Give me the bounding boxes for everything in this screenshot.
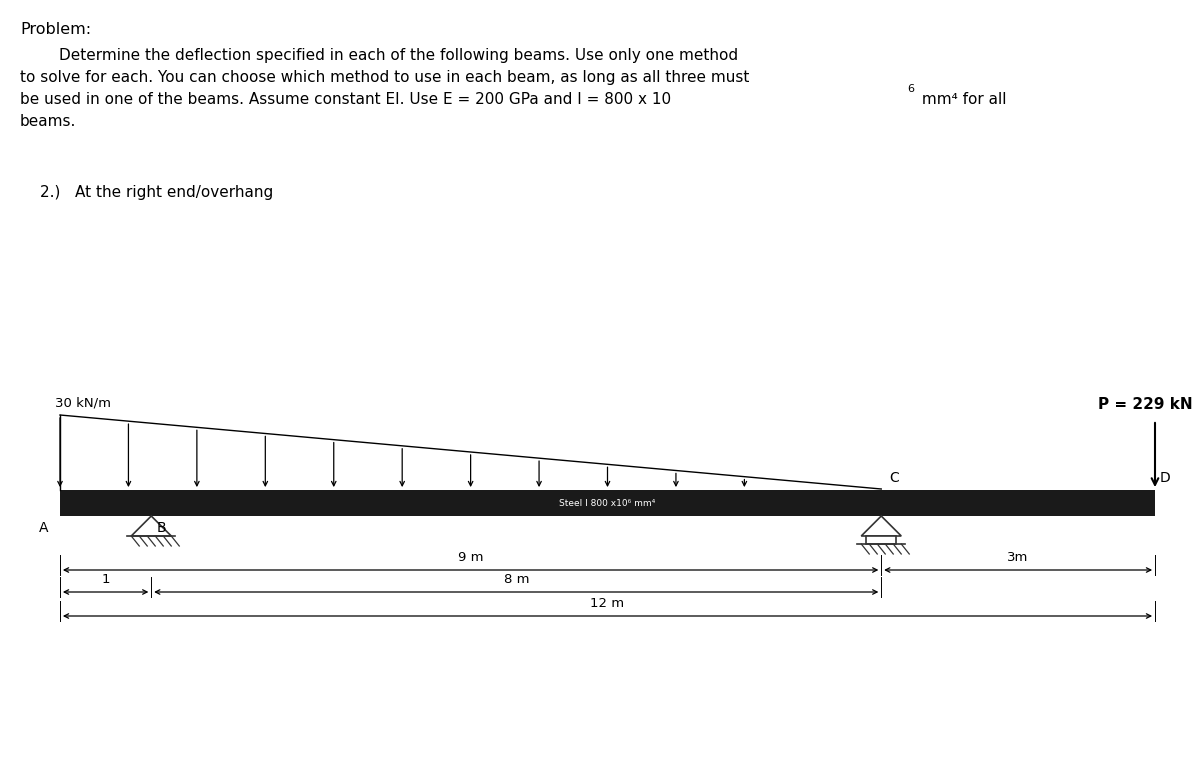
Text: Problem:: Problem:	[20, 22, 91, 37]
Text: D: D	[1160, 471, 1171, 485]
Text: beams.: beams.	[20, 114, 77, 129]
Text: 9 m: 9 m	[458, 551, 484, 564]
Text: be used in one of the beams. Assume constant EI. Use E = 200 GPa and I = 800 x 1: be used in one of the beams. Assume cons…	[20, 92, 671, 107]
Text: mm⁴ for all: mm⁴ for all	[917, 92, 1007, 107]
Text: 6: 6	[907, 84, 914, 94]
Text: 3m: 3m	[1008, 551, 1028, 564]
Text: A: A	[38, 521, 48, 535]
Polygon shape	[131, 516, 172, 536]
Text: P = 229 kN: P = 229 kN	[1098, 397, 1193, 412]
Text: B: B	[156, 521, 166, 535]
Text: to solve for each. You can choose which method to use in each beam, as long as a: to solve for each. You can choose which …	[20, 70, 749, 85]
Text: 30 kN/m: 30 kN/m	[55, 397, 112, 410]
Polygon shape	[862, 516, 901, 536]
Text: C: C	[889, 471, 899, 485]
Text: 1: 1	[101, 573, 110, 586]
Text: 8 m: 8 m	[504, 573, 529, 586]
Text: Steel I 800 x10⁶ mm⁴: Steel I 800 x10⁶ mm⁴	[559, 498, 655, 508]
Bar	[866, 536, 896, 544]
Text: Determine the deflection specified in each of the following beams. Use only one : Determine the deflection specified in ea…	[20, 48, 738, 63]
Text: 2.)   At the right end/overhang: 2.) At the right end/overhang	[40, 185, 274, 200]
Text: 12 m: 12 m	[590, 597, 624, 610]
Bar	[60, 490, 1154, 516]
